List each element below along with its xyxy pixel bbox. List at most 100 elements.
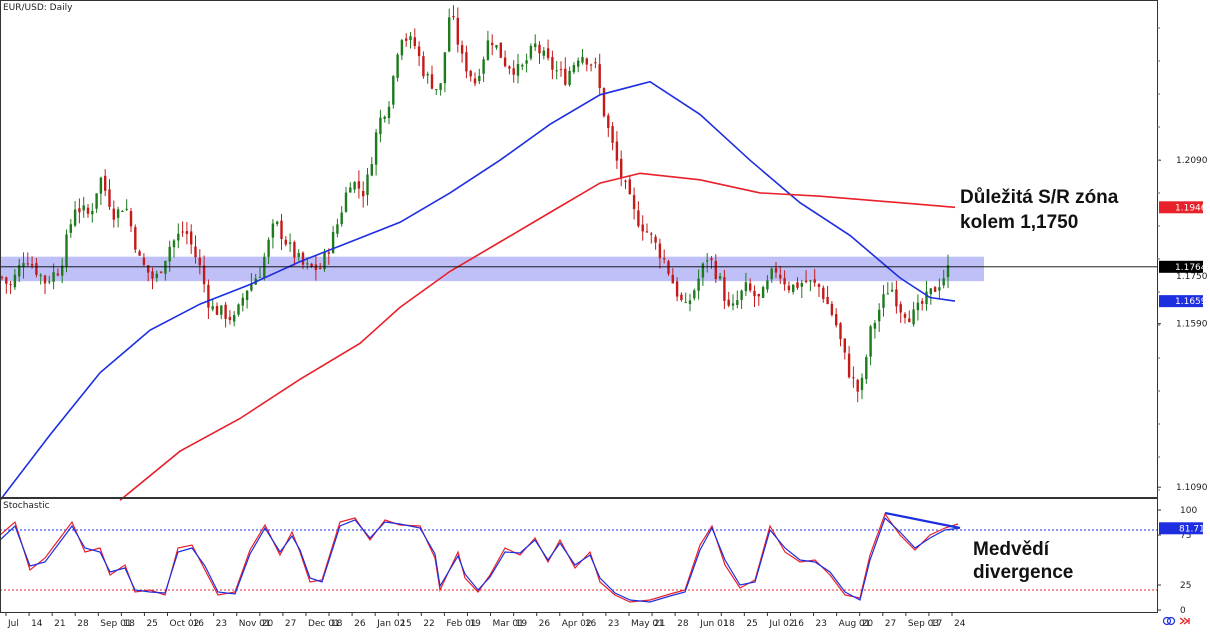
candle-body xyxy=(667,261,670,274)
candle-body xyxy=(693,290,696,299)
candle-body xyxy=(465,52,468,72)
candle-body xyxy=(228,316,232,320)
date-tick-label: 19 xyxy=(469,619,481,629)
candle-body xyxy=(921,301,924,304)
candle-body xyxy=(757,294,760,297)
date-tick-label: 18 xyxy=(723,619,735,629)
candle-body xyxy=(22,263,25,268)
candle-body xyxy=(654,236,657,243)
date-tick-label: 28 xyxy=(77,619,89,629)
candle-body xyxy=(594,62,597,64)
candle-body xyxy=(409,36,412,41)
candle-body xyxy=(396,54,399,78)
sma-red-line xyxy=(119,172,956,501)
divergence-annotation-line-1: Medvědí xyxy=(973,539,1050,560)
candle-body xyxy=(138,251,141,256)
candle-body xyxy=(69,224,72,233)
candle-body xyxy=(129,211,133,227)
sync-icon[interactable] xyxy=(1162,616,1176,626)
candle-body xyxy=(555,70,558,72)
candle-body xyxy=(835,314,838,326)
candle-body xyxy=(383,116,386,119)
date-tick-label: Dec 01 xyxy=(308,619,340,629)
candle-body xyxy=(164,260,167,274)
candle-body xyxy=(194,246,197,258)
candle-body xyxy=(9,284,12,286)
price-badge-label: 1.1946 xyxy=(1175,203,1207,213)
candle-body xyxy=(250,283,253,291)
candle-body xyxy=(770,268,773,280)
candle-body xyxy=(491,42,494,46)
candle-body xyxy=(198,257,201,266)
date-tick-label: 21 xyxy=(654,619,665,629)
candle-body xyxy=(718,276,722,279)
candle-body xyxy=(865,357,868,380)
candle-body xyxy=(792,284,795,292)
candle-body xyxy=(521,64,524,67)
candle-body xyxy=(534,43,537,48)
sr-zone xyxy=(0,256,984,282)
date-tick-label: 20 xyxy=(862,619,874,629)
candle-body xyxy=(714,260,717,280)
candle-body xyxy=(142,257,146,265)
candle-body xyxy=(658,243,662,259)
scroll-to-end-icon[interactable] xyxy=(1179,617,1190,625)
candle-body xyxy=(13,274,17,288)
candle-body xyxy=(495,45,498,48)
candle-body xyxy=(104,175,107,191)
date-tick-label: 26 xyxy=(354,619,366,629)
stochastic-tick-label: 0 xyxy=(1180,606,1186,616)
candle-body xyxy=(899,304,902,313)
date-tick-label: 17 xyxy=(931,619,942,629)
candle-body xyxy=(5,277,8,284)
candle-body xyxy=(701,263,705,278)
candle-body xyxy=(362,191,365,197)
candle-body xyxy=(349,187,352,193)
candle-body xyxy=(641,224,644,232)
candle-body xyxy=(293,242,296,258)
date-tick-label: 21 xyxy=(54,619,65,629)
date-tick-label: 20 xyxy=(262,619,274,629)
candle-body xyxy=(185,231,189,234)
date-tick-label: 27 xyxy=(885,619,896,629)
candle-body xyxy=(353,182,356,190)
price-badge-label: 1.1659 xyxy=(1175,297,1207,307)
candle-body xyxy=(650,233,653,235)
candle-body xyxy=(895,289,898,307)
candle-body xyxy=(91,210,94,215)
candle-body xyxy=(245,290,249,301)
candle-body xyxy=(276,221,279,224)
candle-body xyxy=(675,281,679,297)
candle-body xyxy=(73,209,77,226)
candle-body xyxy=(271,223,275,238)
stochastic-pane[interactable] xyxy=(0,511,1157,603)
candle-body xyxy=(482,59,485,74)
candle-body xyxy=(761,287,765,298)
price-pane-frame xyxy=(0,0,1158,498)
candle-body xyxy=(405,38,408,41)
price-pane[interactable] xyxy=(0,5,1157,501)
candle-body xyxy=(538,44,541,54)
date-tick-label: Jul 02 xyxy=(768,619,794,629)
candle-body xyxy=(796,282,799,288)
stochastic-value-label: 81.71 xyxy=(1179,524,1205,534)
candle-body xyxy=(95,193,98,209)
candle-body xyxy=(611,126,614,143)
candle-body xyxy=(787,285,791,291)
candle-body xyxy=(628,179,631,195)
candle-body xyxy=(284,239,287,245)
candle-body xyxy=(804,280,808,283)
candle-body xyxy=(267,239,270,257)
candle-body xyxy=(568,70,571,85)
candle-body xyxy=(564,68,567,85)
candle-body xyxy=(61,265,64,276)
candle-body xyxy=(211,306,214,310)
candle-body xyxy=(912,309,915,325)
candle-body xyxy=(645,231,649,233)
candle-body xyxy=(43,275,47,284)
candle-body xyxy=(116,209,120,218)
price-badge xyxy=(1159,201,1203,214)
candle-body xyxy=(310,263,313,267)
date-tick-label: Mar 01 xyxy=(493,619,524,629)
